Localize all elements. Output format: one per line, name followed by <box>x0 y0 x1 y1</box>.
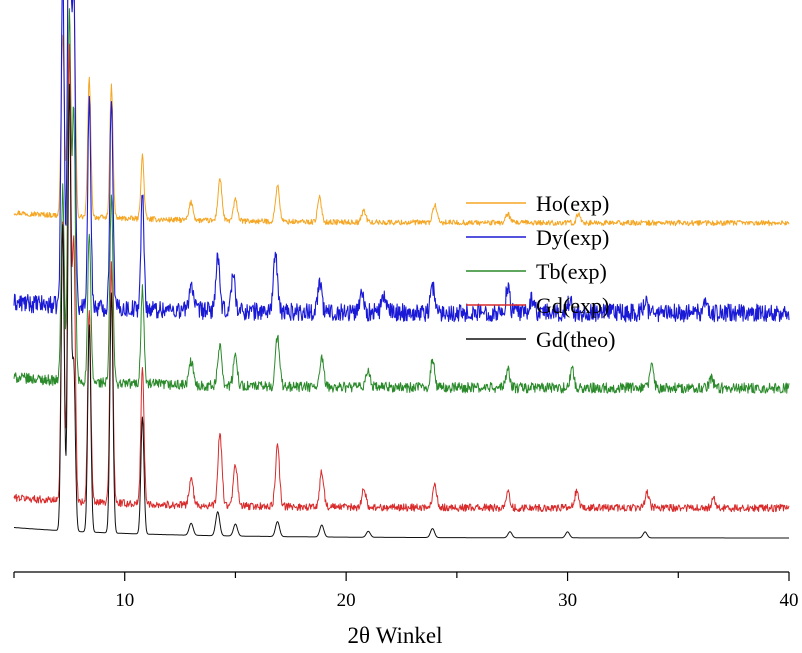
legend-label: Gd(theo) <box>536 327 615 352</box>
series-line-gd-theo <box>14 83 789 539</box>
series-line-gd-exp <box>13 43 790 513</box>
x-tick-label: 40 <box>780 590 799 611</box>
x-tick-label: 30 <box>558 590 577 611</box>
x-axis-title: 2θ Winkel <box>347 623 442 648</box>
series-line-dy-exp <box>13 0 790 323</box>
legend: Ho(exp) Dy(exp) Tb(exp) Gd(exp) Gd(theo) <box>466 191 615 352</box>
series-line-ho-exp <box>13 0 790 227</box>
series-layer <box>13 0 790 539</box>
x-tick-label: 10 <box>115 590 134 611</box>
x-axis: 10 20 30 40 <box>13 571 799 611</box>
x-tick-label: 20 <box>337 590 356 611</box>
series-line-tb-exp <box>13 8 790 394</box>
legend-label: Gd(exp) <box>536 293 609 318</box>
legend-label: Dy(exp) <box>536 225 609 250</box>
legend-label: Tb(exp) <box>536 259 607 284</box>
legend-label: Ho(exp) <box>536 191 609 216</box>
